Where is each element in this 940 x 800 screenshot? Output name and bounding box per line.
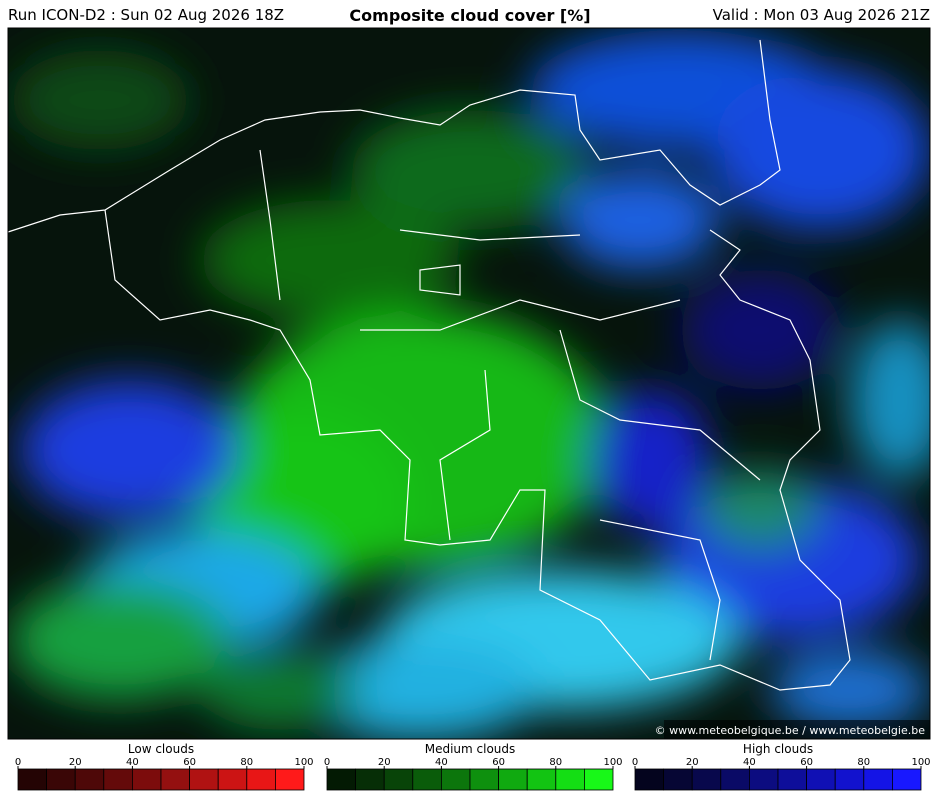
valid-label: Valid : Mon 03 Aug 2026 21Z bbox=[712, 6, 930, 24]
legend-tick-label: 100 bbox=[294, 757, 313, 768]
legend-swatch bbox=[749, 768, 779, 791]
legend-swatch bbox=[834, 768, 865, 791]
legend-swatch bbox=[326, 768, 357, 791]
legend-tick-label: 20 bbox=[69, 757, 82, 768]
legend-swatch bbox=[691, 768, 722, 791]
legend-tick-label: 40 bbox=[743, 757, 756, 768]
legend-swatch bbox=[584, 768, 614, 791]
legend-tick-label: 80 bbox=[857, 757, 870, 768]
legend-swatch bbox=[412, 768, 442, 791]
credit: © www.meteobelgique.be / www.meteobelgie… bbox=[655, 724, 926, 737]
legend-swatch bbox=[440, 768, 471, 791]
legend-tick-label: 0 bbox=[324, 757, 330, 768]
borders bbox=[7, 39, 851, 691]
legend-swatch bbox=[634, 768, 665, 791]
legend-swatch bbox=[103, 768, 133, 791]
legend-tick-label: 60 bbox=[492, 757, 505, 768]
legend-title: Medium clouds bbox=[425, 742, 516, 756]
legend-swatch bbox=[498, 768, 528, 791]
legend: Low clouds 0 20 40 60 80 100 Medium clouds 0 20 40… bbox=[15, 742, 931, 791]
credit-bg bbox=[664, 720, 930, 739]
legend-tick-label: 20 bbox=[686, 757, 699, 768]
legend-swatch bbox=[17, 768, 48, 791]
legend-swatch bbox=[806, 768, 836, 791]
legend-swatch bbox=[777, 768, 808, 791]
legend-swatch bbox=[246, 768, 276, 791]
legend-tick-label: 60 bbox=[183, 757, 196, 768]
legend-swatch bbox=[160, 768, 191, 791]
legend-swatch bbox=[863, 768, 893, 791]
legend-swatch bbox=[720, 768, 750, 791]
map-frame bbox=[7, 27, 931, 740]
legend-tick-label: 80 bbox=[240, 757, 253, 768]
legend-swatch bbox=[383, 768, 414, 791]
legend-title: High clouds bbox=[743, 742, 813, 756]
cloud-field bbox=[8, 28, 930, 739]
legend-swatch bbox=[189, 768, 219, 791]
legend-tick-label: 60 bbox=[800, 757, 813, 768]
legend-swatch bbox=[555, 768, 585, 791]
legend-tick-label: 20 bbox=[378, 757, 391, 768]
legend-tick-label: 0 bbox=[15, 757, 21, 768]
legend-swatch bbox=[74, 768, 105, 791]
legend-tick-label: 0 bbox=[632, 757, 638, 768]
legend-title: Low clouds bbox=[128, 742, 194, 756]
legend-swatch bbox=[892, 768, 922, 791]
legend-swatch bbox=[217, 768, 248, 791]
legend-swatch bbox=[663, 768, 693, 791]
legend-swatch bbox=[46, 768, 76, 791]
map-title: Composite cloud cover [%] bbox=[349, 6, 591, 25]
legend-swatch bbox=[469, 768, 500, 791]
legend-tick-label: 40 bbox=[126, 757, 139, 768]
legend-tick-label: 80 bbox=[549, 757, 562, 768]
legend-tick-label: 100 bbox=[911, 757, 930, 768]
legend-swatch bbox=[355, 768, 385, 791]
legend-swatch bbox=[131, 768, 162, 791]
legend-tick-label: 100 bbox=[603, 757, 622, 768]
legend-swatch bbox=[526, 768, 557, 791]
legend-tick-label: 40 bbox=[435, 757, 448, 768]
legend-swatch bbox=[274, 768, 305, 791]
run-label: Run ICON-D2 : Sun 02 Aug 2026 18Z bbox=[8, 6, 285, 24]
